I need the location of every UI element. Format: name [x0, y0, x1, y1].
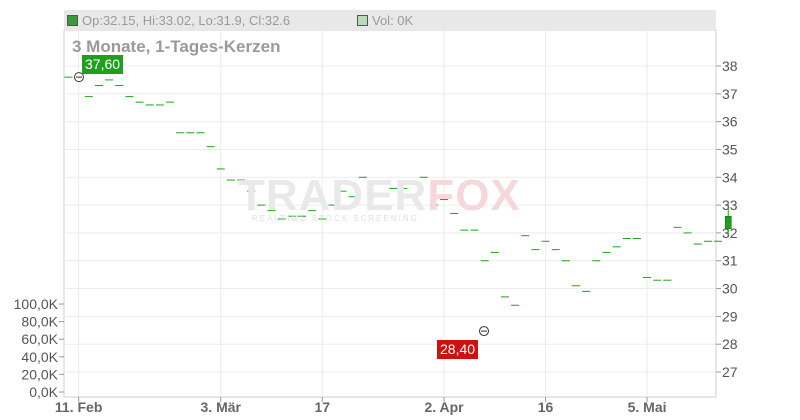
watermark-left: TRADER — [238, 171, 428, 220]
candle — [724, 215, 732, 230]
price-tick-label: 35 — [722, 141, 738, 157]
volume-tick-label: 0,0K — [29, 384, 58, 400]
extreme-markers — [74, 72, 489, 337]
date-tick-label: 16 — [538, 399, 554, 415]
date-axis: 11. Feb 3. Mär 17 2. Apr 16 5. Mai — [55, 397, 667, 415]
price-tick-label: 38 — [722, 58, 738, 74]
date-tick-label: 11. Feb — [55, 399, 102, 415]
legend-volume: Vol: 0K — [357, 13, 413, 28]
date-tick-label: 17 — [314, 399, 330, 415]
date-tick-label: 2. Apr — [424, 399, 464, 415]
price-tick-label: 31 — [722, 253, 738, 269]
legend-ohlc-text: Op:32.15, Hi:33.02, Lo:31.9, Cl:32.6 — [82, 13, 291, 28]
ohlc-swatch-icon — [67, 15, 78, 26]
volume-tick-label: 60,0K — [21, 331, 58, 347]
volume-tick-label: 80,0K — [21, 314, 58, 330]
legend-volume-text: Vol: 0K — [372, 13, 414, 28]
price-tick-label: 30 — [722, 281, 738, 297]
price-tick-label: 27 — [722, 364, 738, 380]
low-price-label: 28,40 — [437, 340, 479, 359]
price-tick-label: 33 — [722, 197, 738, 213]
candles-series — [64, 76, 732, 306]
watermark-logo: TRADERFOX — [238, 171, 521, 221]
price-tick-label: 34 — [722, 169, 738, 185]
price-tick-label: 36 — [722, 114, 738, 130]
price-tick-label: 29 — [722, 308, 738, 324]
volume-swatch-icon — [357, 15, 368, 26]
high-price-label: 37,60 — [82, 55, 124, 74]
legend-ohlc: Op:32.15, Hi:33.02, Lo:31.9, Cl:32.6 — [67, 13, 290, 28]
legend-bar — [64, 10, 716, 30]
volume-tick-label: 100,0K — [14, 296, 59, 312]
price-tick-label: 28 — [722, 336, 738, 352]
chart-grid — [63, 29, 717, 398]
date-tick-label: 5. Mai — [628, 399, 667, 415]
volume-tick-label: 20,0K — [21, 366, 58, 382]
date-tick-label: 3. Mär — [201, 399, 242, 415]
watermark-right: FOX — [427, 171, 521, 220]
chart-subtitle: 3 Monate, 1-Tages-Kerzen — [72, 37, 281, 56]
plot-area — [63, 29, 717, 398]
price-tick-label: 37 — [722, 86, 738, 102]
volume-tick-label: 40,0K — [21, 349, 58, 365]
watermark-tagline: REALTIME STOCK SCREENING — [252, 214, 419, 223]
